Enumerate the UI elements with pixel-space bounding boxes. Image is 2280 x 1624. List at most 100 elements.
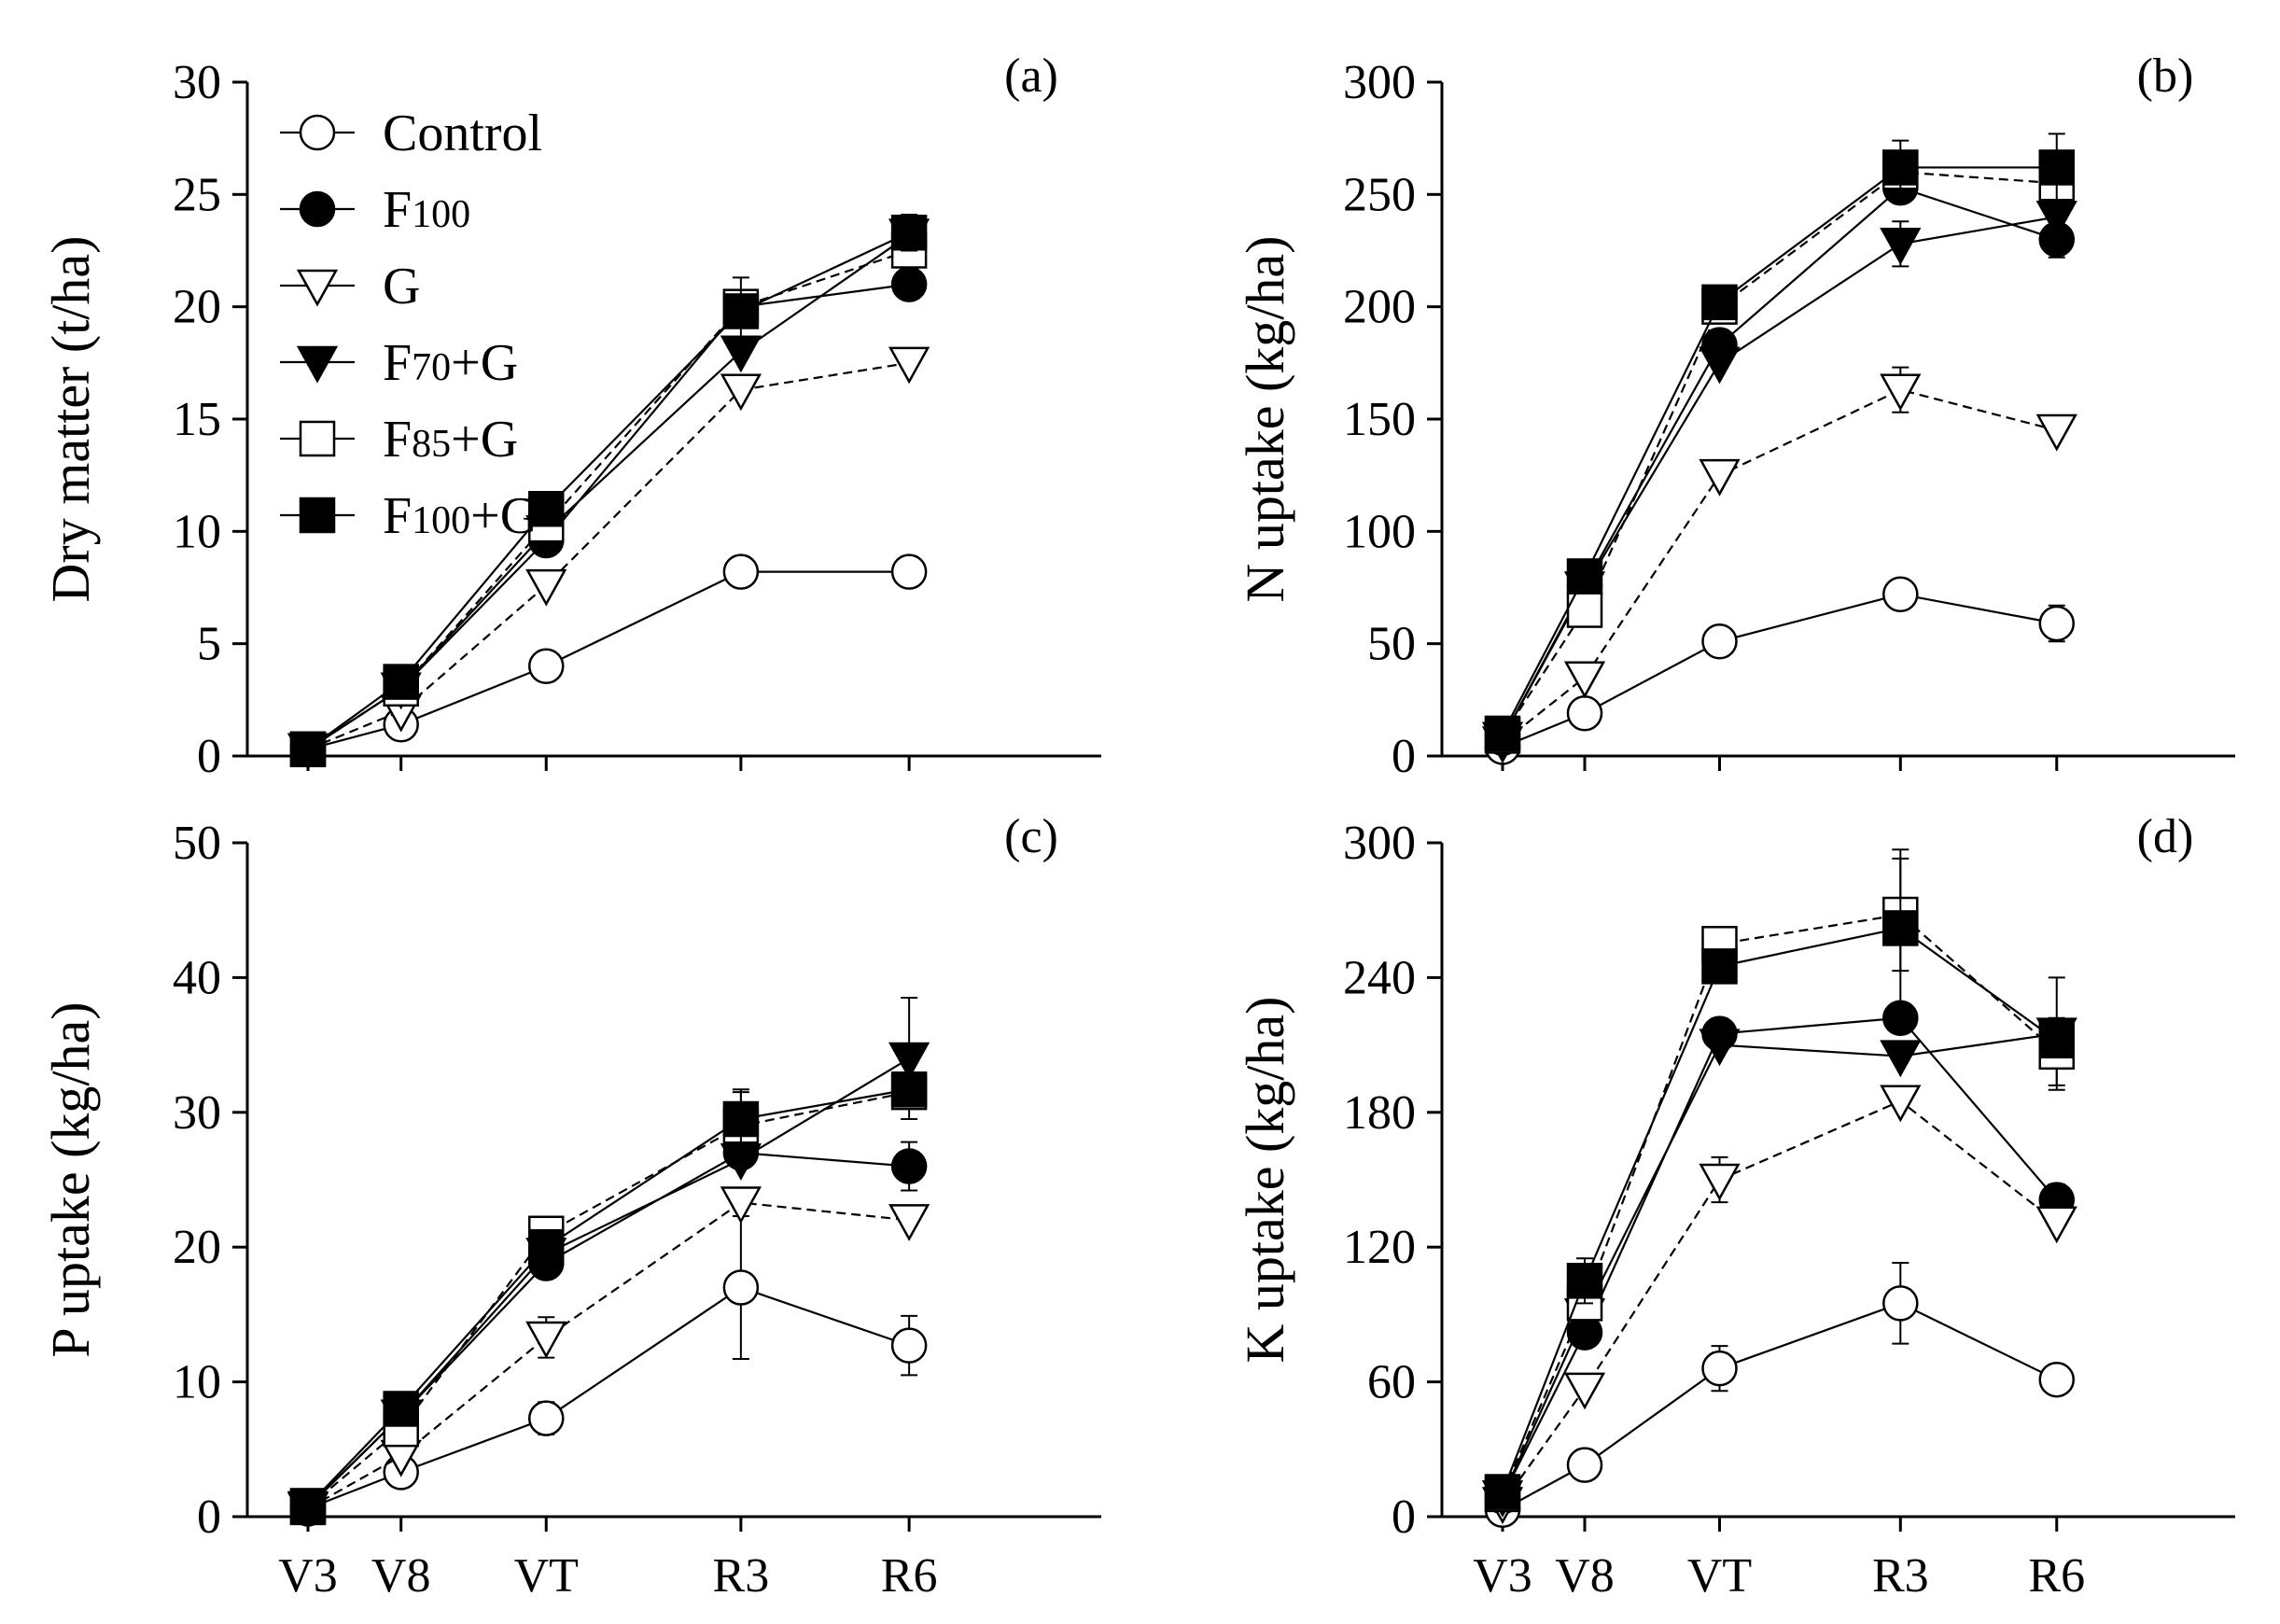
series-line-f100 [1502,186,2058,739]
y-tick-label: 240 [1343,951,1416,1004]
data-point-f100-g [2038,149,2075,186]
y-tick-label: 20 [173,1221,221,1274]
data-point-f100-g [722,1100,760,1138]
panel-label: (d) [2137,810,2194,863]
data-point-f70-g [1880,1040,1922,1078]
y-tick-label: 10 [173,1356,221,1409]
data-point-control [2038,605,2075,642]
data-point-f100-g [383,1391,419,1427]
series-control [289,1214,928,1527]
series-f100-g [1484,133,2075,752]
x-tick-label: R3 [713,1549,770,1603]
legend-marker-f100-g [299,497,336,534]
data-point-f100-g [890,1071,928,1108]
data-point-f100 [890,266,928,302]
data-point-g [2035,413,2077,452]
series-f100-g [289,213,928,768]
data-point-g [1563,661,1606,699]
y-tick-label: 250 [1343,168,1416,221]
data-point-f100-g [528,491,565,527]
series-f85-g [289,1073,928,1526]
x-tick-label: V8 [1555,1549,1615,1603]
data-point-control [890,1327,928,1364]
legend-label-f100-g: F100+G [383,487,538,545]
series-f100-g [289,1071,928,1524]
y-tick-label: 5 [197,618,221,671]
series-control [289,553,928,768]
y-tick-label: 0 [1392,730,1416,783]
data-point-g [888,346,930,385]
data-point-g [888,1204,930,1241]
data-point-g [720,1186,762,1225]
series-f100 [1484,1000,2075,1515]
data-point-f70-g [888,1042,930,1080]
y-tick-label: 30 [173,56,221,109]
legend-label-f85-g: F85+G [383,411,518,469]
data-point-f100-g [1701,284,1738,321]
data-point-f100-g [1566,1263,1603,1299]
data-point-g [1880,373,1922,412]
legend-label-f70-g: F70+G [383,334,518,392]
y-axis-title: Dry matter (t/ha) [40,236,101,603]
y-tick-label: 180 [1343,1086,1416,1140]
y-tick-label: 30 [173,1086,221,1140]
y-tick-label: 100 [1343,505,1416,558]
y-tick-label: 15 [173,393,221,446]
series-line-g [307,1201,910,1510]
x-tick-label: VT [514,1549,579,1603]
panel-label: (b) [2137,49,2194,103]
x-tick-label: R3 [1872,1549,1929,1603]
y-axis-title: N uptake (kg/ha) [1235,236,1295,603]
data-point-f100-g [1701,948,1738,985]
legend-marker-g [296,269,339,307]
data-point-control [722,553,760,590]
x-tick-label: V3 [278,1549,338,1603]
data-point-g [1563,1372,1606,1410]
data-point-f100-g [722,293,760,329]
data-point-f100-g [2038,1022,2075,1059]
data-point-g [1699,458,1741,497]
series-f85-g [1484,857,2075,1513]
legend-label-g: G [383,258,420,315]
data-point-control [722,1269,760,1306]
data-point-g [525,1321,567,1359]
data-point-f100 [890,1148,928,1184]
data-point-f100-g [1882,149,1919,186]
data-point-g [2035,1206,2077,1244]
series-line-f70-g [1502,216,2057,739]
data-point-f100-g [289,1488,327,1524]
y-tick-label: 150 [1343,393,1416,446]
y-tick-label: 120 [1343,1221,1416,1274]
data-point-control [1882,1285,1919,1322]
data-point-control [1701,623,1738,660]
x-tick-label: R6 [2028,1549,2085,1603]
panel-label: (a) [1004,49,1058,103]
data-point-f100-g [890,214,928,251]
legend-marker-f85-g [299,420,336,457]
data-point-f100-g [1882,910,1919,946]
data-point-control [528,1400,565,1436]
panel-c: 0 10 20 30 40 50 V3 V8 VT R3 R6 P uptake (kg/ha) (c) [40,810,1101,1603]
y-tick-label: 300 [1343,817,1416,870]
y-axis-title: K uptake (kg/ha) [1235,997,1295,1364]
y-tick-label: 40 [173,951,221,1004]
y-axis-title: P uptake (kg/ha) [40,1001,101,1357]
data-point-control [528,648,565,684]
data-point-control [1882,576,1919,612]
x-tick-label: V8 [371,1549,431,1603]
y-tick-label: 0 [197,1491,221,1544]
y-tick-label: 10 [173,505,221,558]
data-point-f70-g [1699,1029,1741,1067]
x-tick-label: R6 [881,1549,938,1603]
series-line-f100 [1502,1016,2058,1497]
data-point-control [1566,695,1603,732]
series-g [1481,366,2077,764]
series-f100-g [1484,848,2075,1510]
data-point-f100-g [1484,715,1521,752]
panel-b: 0 50 100 150 200 250 300 N uptake (kg/ha) (b) [1235,49,2235,783]
y-tick-label: 50 [173,817,221,870]
y-tick-label: 0 [1392,1491,1416,1544]
x-tick-label: VT [1687,1549,1752,1603]
data-point-f100-g [289,731,327,768]
